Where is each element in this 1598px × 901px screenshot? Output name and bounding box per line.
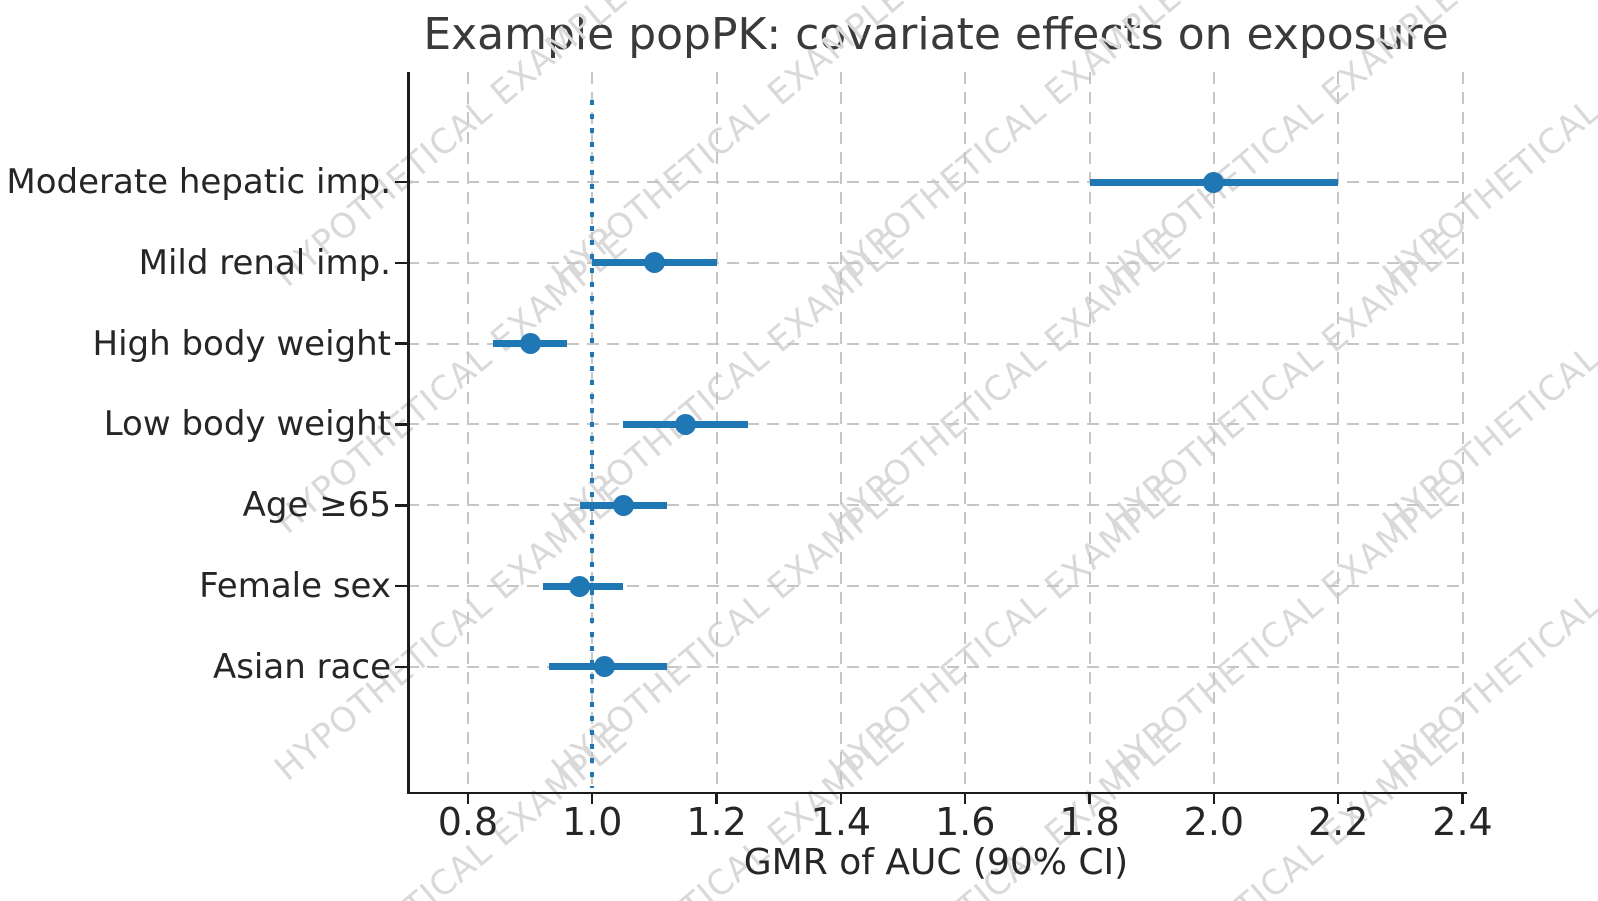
- gridline-horizontal: [407, 342, 1465, 345]
- point-marker: [569, 575, 591, 597]
- point-marker: [612, 494, 634, 516]
- y-tick-label: Moderate hepatic imp.: [6, 162, 391, 202]
- x-tick-mark: [1088, 792, 1091, 804]
- chart-title: Example popPK: covariate effects on expo…: [423, 9, 1449, 60]
- gridline-horizontal: [407, 181, 1465, 183]
- reference-line: [590, 100, 595, 788]
- gridline-vertical: [466, 72, 469, 790]
- x-tick-label: 1.0: [562, 800, 623, 844]
- x-tick-mark: [1461, 792, 1464, 804]
- y-tick-label: Female sex: [199, 566, 391, 607]
- x-tick-label: 2.0: [1183, 800, 1245, 844]
- point-marker: [519, 333, 541, 355]
- x-axis-label: GMR of AUC (90% CI): [743, 842, 1129, 883]
- gridline-vertical: [715, 72, 718, 790]
- gridline-vertical: [1088, 72, 1091, 790]
- x-tick-label: 0.8: [437, 800, 499, 844]
- gridline-horizontal: [407, 585, 1465, 588]
- y-tick-mark: [395, 665, 407, 669]
- gridline-vertical: [1461, 72, 1464, 790]
- x-tick-mark: [1336, 792, 1340, 804]
- y-tick-mark: [395, 180, 407, 184]
- x-tick-mark: [466, 792, 470, 804]
- gridline-vertical: [839, 72, 842, 790]
- x-tick-label: 1.2: [686, 800, 747, 844]
- y-tick-mark: [395, 423, 407, 426]
- x-axis-spine: [407, 791, 1467, 794]
- x-tick-label: 2.2: [1307, 800, 1369, 844]
- gridline-horizontal: [407, 423, 1465, 426]
- x-tick-label: 1.4: [810, 800, 872, 844]
- point-marker: [594, 656, 616, 678]
- x-tick-label: 1.6: [934, 800, 996, 844]
- y-tick-mark: [395, 504, 407, 507]
- point-marker: [674, 413, 696, 435]
- y-tick-mark: [395, 261, 407, 265]
- x-tick-mark: [963, 792, 967, 804]
- y-tick-label: Age ≥65: [242, 485, 391, 526]
- x-tick-label: 1.8: [1059, 800, 1120, 844]
- gridline-horizontal: [407, 504, 1465, 507]
- gridline-vertical: [964, 72, 967, 790]
- x-tick-mark: [839, 792, 843, 804]
- y-axis-spine: [407, 72, 410, 794]
- y-tick-label: High body weight: [92, 323, 391, 364]
- gridline-horizontal: [407, 261, 1465, 264]
- y-tick-label: Asian race: [212, 646, 391, 687]
- gridline-vertical: [1337, 72, 1340, 790]
- x-tick-label: 2.4: [1432, 800, 1493, 844]
- y-tick-mark: [395, 584, 407, 588]
- gridline-horizontal: [407, 665, 1465, 668]
- point-marker: [1203, 171, 1225, 193]
- x-tick-mark: [715, 792, 718, 804]
- x-tick-mark: [1212, 792, 1216, 804]
- x-tick-mark: [590, 792, 594, 804]
- gridline-vertical: [1212, 72, 1215, 790]
- y-tick-label: Mild renal imp.: [138, 242, 391, 283]
- y-tick-mark: [395, 342, 407, 345]
- y-tick-label: Low body weight: [103, 404, 391, 445]
- point-marker: [643, 252, 665, 274]
